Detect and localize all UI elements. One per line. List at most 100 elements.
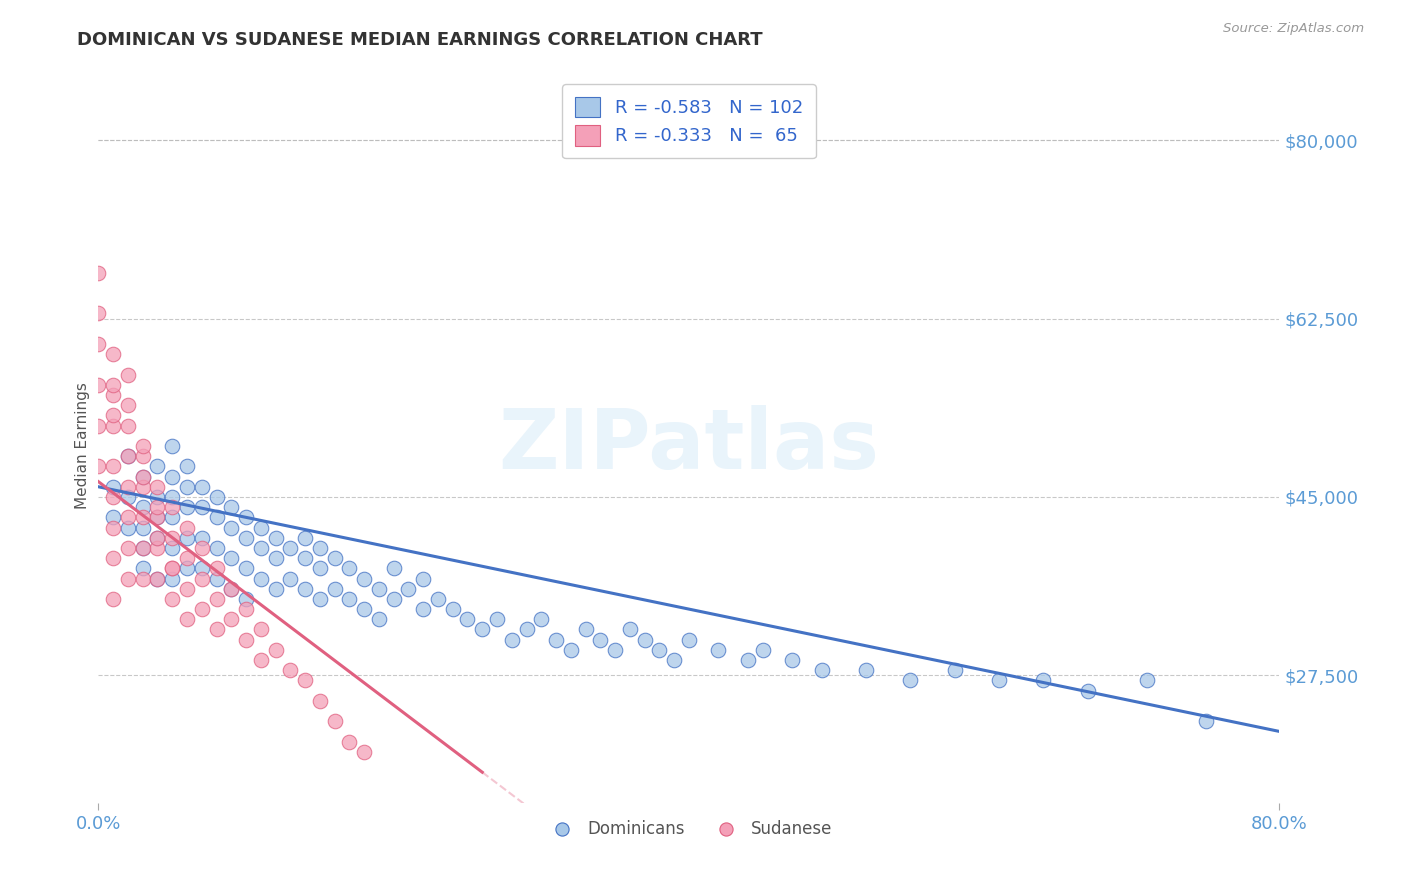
Point [191, 500, 214, 515]
Point [441, 602, 464, 616]
Point [117, 418, 139, 433]
Point [162, 469, 183, 483]
Point [103, 418, 125, 433]
Point [501, 632, 523, 647]
Point [87, 266, 110, 280]
Point [191, 541, 214, 555]
Point [103, 347, 125, 361]
Point [132, 469, 155, 483]
Point [87, 306, 110, 320]
Point [589, 632, 612, 647]
Point [132, 469, 155, 483]
Point [353, 745, 375, 759]
Point [546, 632, 568, 647]
Point [752, 643, 775, 657]
Point [103, 591, 125, 606]
Point [250, 520, 273, 534]
Point [1195, 714, 1218, 729]
Point [103, 480, 125, 494]
Point [221, 551, 243, 566]
Point [162, 500, 183, 515]
Point [103, 551, 125, 566]
Point [678, 632, 700, 647]
Point [117, 520, 139, 534]
Point [191, 531, 214, 545]
Point [176, 480, 198, 494]
Point [605, 643, 627, 657]
Point [191, 480, 214, 494]
Point [810, 663, 832, 677]
Point [664, 653, 686, 667]
Point [264, 531, 287, 545]
Point [382, 591, 405, 606]
Point [176, 531, 198, 545]
Point [648, 643, 671, 657]
Point [398, 582, 420, 596]
Point [146, 459, 169, 474]
Point [205, 541, 228, 555]
Legend: Dominicans, Sudanese: Dominicans, Sudanese [538, 814, 839, 845]
Point [323, 551, 346, 566]
Point [176, 500, 198, 515]
Point [146, 480, 169, 494]
Point [87, 377, 110, 392]
Point [634, 632, 657, 647]
Point [162, 572, 183, 586]
Point [146, 572, 169, 586]
Point [146, 572, 169, 586]
Point [221, 520, 243, 534]
Point [368, 612, 391, 626]
Point [323, 714, 346, 729]
Point [309, 591, 332, 606]
Point [619, 623, 641, 637]
Point [146, 510, 169, 524]
Point [162, 561, 183, 575]
Point [250, 623, 273, 637]
Point [353, 602, 375, 616]
Point [146, 510, 169, 524]
Point [250, 653, 273, 667]
Point [221, 500, 243, 515]
Point [162, 561, 183, 575]
Point [87, 418, 110, 433]
Point [309, 694, 332, 708]
Point [205, 623, 228, 637]
Point [87, 459, 110, 474]
Text: ZIPatlas: ZIPatlas [499, 406, 879, 486]
Point [117, 510, 139, 524]
Point [132, 500, 155, 515]
Point [855, 663, 877, 677]
Point [205, 572, 228, 586]
Point [516, 623, 538, 637]
Point [235, 632, 257, 647]
Point [235, 591, 257, 606]
Point [132, 449, 155, 463]
Point [205, 561, 228, 575]
Point [176, 459, 198, 474]
Point [368, 582, 391, 596]
Point [339, 591, 361, 606]
Point [235, 510, 257, 524]
Point [782, 653, 804, 667]
Point [250, 541, 273, 555]
Point [103, 388, 125, 402]
Point [294, 582, 316, 596]
Point [146, 531, 169, 545]
Point [457, 612, 479, 626]
Point [146, 490, 169, 504]
Point [117, 449, 139, 463]
Point [339, 561, 361, 575]
Point [103, 377, 125, 392]
Point [103, 409, 125, 423]
Point [530, 612, 553, 626]
Point [427, 591, 450, 606]
Point [176, 561, 198, 575]
Point [412, 602, 434, 616]
Point [146, 500, 169, 515]
Point [132, 541, 155, 555]
Point [943, 663, 966, 677]
Point [117, 449, 139, 463]
Point [1032, 673, 1054, 688]
Point [87, 337, 110, 351]
Point [191, 561, 214, 575]
